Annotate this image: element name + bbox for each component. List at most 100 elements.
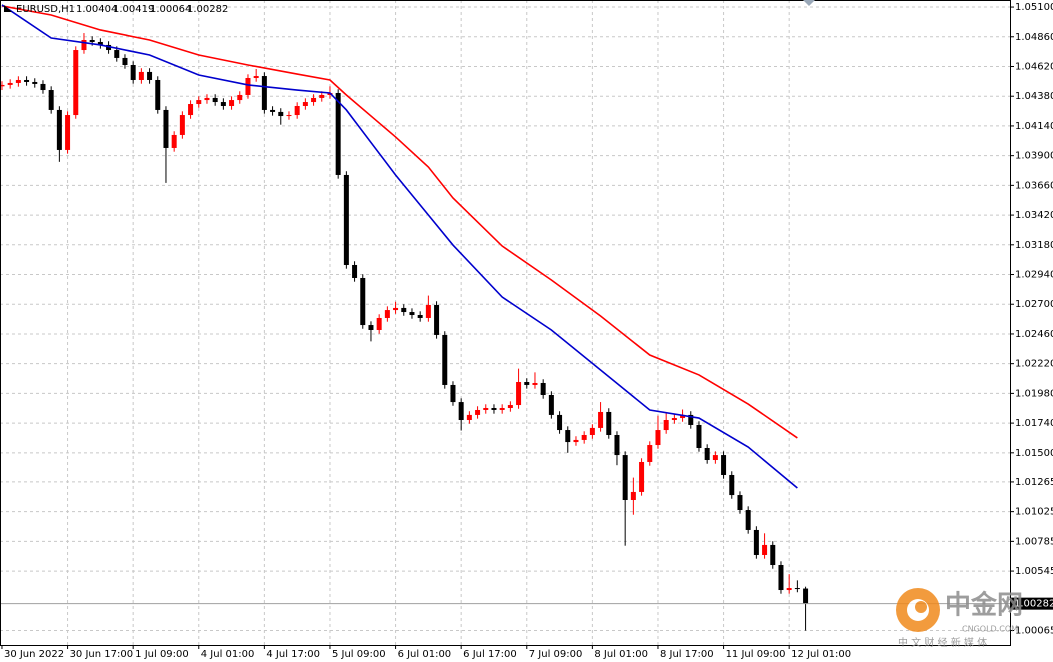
x-tick-label: 7 Jul 09:00 — [529, 649, 583, 660]
candle-body — [589, 427, 595, 435]
y-tick-label: 1.03900 — [1015, 151, 1053, 162]
watermark-domain: CNGOLD.COM — [962, 625, 1018, 634]
candle-body — [425, 304, 431, 318]
candle-body — [688, 414, 694, 425]
candle-body — [7, 82, 13, 85]
candle-body — [97, 41, 103, 45]
x-tick-label: 1 Jul 09:00 — [135, 649, 189, 660]
candle-body — [229, 100, 235, 106]
candle-body — [639, 461, 645, 492]
header-open: 1.00404 — [76, 4, 117, 15]
y-tick-label: 1.02220 — [1015, 359, 1053, 370]
candle-body — [56, 109, 62, 150]
y-tick-label: 1.04140 — [1015, 121, 1053, 132]
candle-body — [171, 134, 177, 148]
x-tick-label: 12 Jul 01:00 — [791, 649, 851, 660]
x-tick-label: 4 Jul 17:00 — [266, 649, 320, 660]
candle-body — [401, 307, 407, 313]
y-tick-label: 1.04380 — [1015, 91, 1053, 102]
candle-body — [81, 39, 87, 51]
x-tick-label: 11 Jul 09:00 — [726, 649, 786, 660]
y-tick-label: 1.01740 — [1015, 418, 1053, 429]
candle-body — [434, 304, 440, 335]
x-tick-label: 8 Jul 17:00 — [660, 649, 714, 660]
candle-body — [286, 115, 292, 117]
candle-body — [368, 325, 374, 330]
candle-body — [483, 408, 489, 410]
candle-body — [294, 105, 300, 116]
candle-body — [573, 439, 579, 443]
candle-body — [704, 447, 710, 461]
x-tick-label: 6 Jul 01:00 — [398, 649, 452, 660]
candle-body — [614, 434, 620, 456]
candle-body — [130, 65, 136, 80]
candle-body — [212, 97, 218, 103]
candle-body — [48, 90, 54, 110]
candle-body — [73, 50, 79, 116]
candle-body — [466, 414, 472, 421]
y-tick-label: 1.01500 — [1015, 448, 1053, 459]
header-high: 1.00419 — [113, 4, 154, 15]
candle-body — [106, 44, 112, 51]
candle-body — [15, 79, 21, 83]
candle-body — [565, 430, 571, 443]
header-close: 1.00282 — [187, 4, 228, 15]
y-tick-label: 1.01025 — [1015, 507, 1053, 518]
candle-body — [89, 39, 95, 42]
candle-body — [319, 94, 325, 98]
candle-body — [737, 495, 743, 511]
x-tick-label: 8 Jul 01:00 — [594, 649, 648, 660]
candle-body — [352, 264, 358, 278]
moving-average — [1, 4, 798, 489]
price-label-bg — [1011, 597, 1053, 610]
candle-body — [786, 588, 792, 591]
y-tick-label: 1.03420 — [1015, 210, 1053, 221]
candle-body — [499, 408, 505, 410]
candle-body — [647, 445, 653, 462]
candle-body — [598, 411, 604, 428]
candle-body — [393, 307, 399, 311]
moving-average — [1, 5, 798, 439]
candle-body — [663, 420, 669, 431]
candle-body — [409, 312, 415, 316]
candle-body — [778, 565, 784, 591]
y-tick-label: 1.02460 — [1015, 329, 1053, 340]
candle-body — [721, 455, 727, 475]
symbol-icon — [4, 5, 12, 12]
candle-body — [540, 382, 546, 395]
y-tick-label: 1.00065 — [1015, 626, 1053, 637]
x-tick-label: 6 Jul 17:00 — [463, 649, 517, 660]
plot-frame — [0, 0, 1011, 646]
candle-body — [32, 81, 38, 84]
candle-body — [261, 76, 267, 110]
x-tick-label: 30 Jun 2022 — [4, 649, 64, 660]
candle-body — [622, 455, 628, 501]
candle-body — [384, 310, 390, 318]
symbol: EURUSD,H1 — [16, 4, 75, 15]
y-tick-label: 1.00785 — [1015, 536, 1053, 547]
candle-body — [237, 94, 243, 101]
candle-body — [770, 544, 776, 566]
candle-body — [557, 414, 563, 431]
candle-body — [270, 109, 276, 112]
candle-body — [696, 424, 702, 448]
candle-body — [253, 76, 259, 79]
candle-body — [442, 334, 448, 385]
candle-body — [179, 115, 185, 135]
candle-body — [507, 405, 513, 409]
candle-body — [163, 109, 169, 148]
candle-body — [671, 418, 677, 421]
watermark-brand: 中金网 — [945, 590, 1023, 621]
candle-body — [343, 174, 349, 265]
candle-body — [581, 434, 587, 440]
candle-body — [680, 414, 686, 419]
candle-body — [450, 384, 456, 403]
x-tick-label: 4 Jul 01:00 — [201, 649, 255, 660]
candle-body — [524, 381, 530, 385]
y-tick-label: 1.04620 — [1015, 61, 1053, 72]
candle-body — [475, 409, 481, 415]
candle-body — [40, 83, 46, 91]
candle-body — [753, 529, 759, 555]
